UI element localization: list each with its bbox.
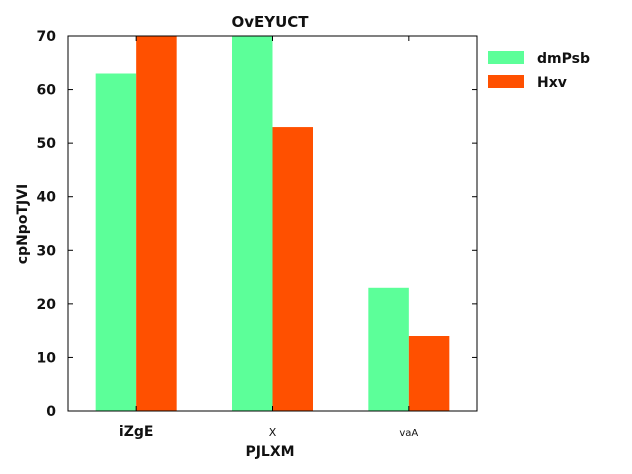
y-tick-label: 0 — [46, 404, 56, 420]
x-tick-label: vaA — [399, 428, 418, 439]
x-tick-label: X — [269, 426, 277, 439]
bar-Hxv-vaA — [408, 336, 450, 411]
legend-label-Hxv: Hxv — [537, 75, 567, 91]
legend-label-dmPsb: dmPsb — [537, 51, 590, 67]
bar-dmPsb-iZgE — [95, 73, 137, 411]
y-tick-label: 60 — [37, 83, 57, 99]
bar-dmPsb-vaA — [368, 287, 409, 411]
y-tick-label: 70 — [37, 29, 57, 45]
bar-dmPsb-X — [232, 36, 273, 411]
y-tick-label: 10 — [37, 350, 57, 366]
y-tick-label: 30 — [37, 243, 57, 259]
chart-title: OvEYUCT — [231, 13, 309, 31]
x-tick-label: iZgE — [119, 424, 154, 440]
y-tick-label: 40 — [37, 190, 57, 206]
bar-Hxv-X — [272, 127, 313, 412]
y-axis-label: cpNpoTJVI — [15, 184, 31, 264]
y-tick-label: 20 — [37, 297, 57, 313]
legend-swatch-Hxv — [488, 75, 524, 88]
legend: dmPsb Hxv — [488, 51, 590, 91]
y-tick-label: 50 — [37, 136, 57, 152]
bar-Hxv-iZgE — [136, 36, 177, 411]
x-axis-label: PJLXM — [245, 444, 294, 460]
legend-swatch-dmPsb — [488, 51, 524, 64]
